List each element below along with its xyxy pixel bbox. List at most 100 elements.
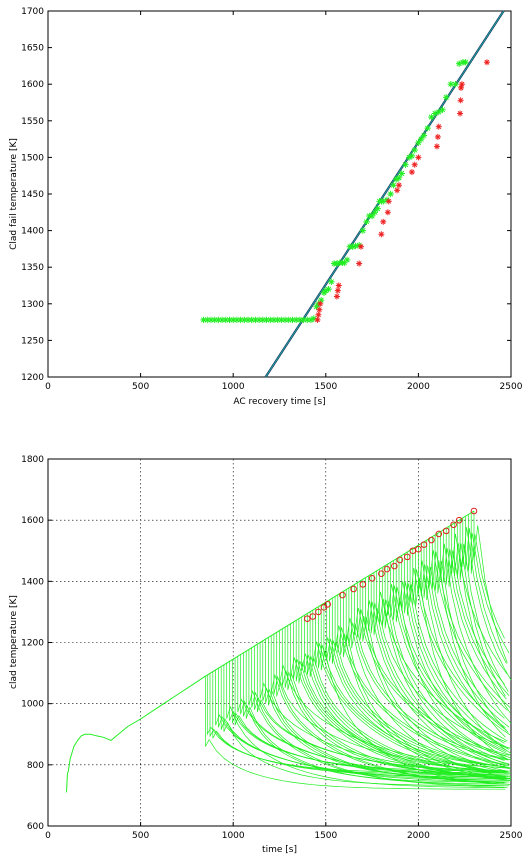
green-data-point [241,316,248,324]
cladding-failure-marker [442,527,450,535]
green-data-point [462,59,469,66]
recovery-trace [379,569,510,765]
y-axis-label: clad temperature [K] [9,595,19,689]
clad-temperature-transient-chart: 0 500 1000 1500 2000 2500 600 800 1000 1200 1400 16… [9,455,523,854]
cladding-failure-marker [435,530,443,538]
cladding-failure-marker [309,613,317,620]
recovery-trace [448,526,505,685]
recovery-trace [381,567,505,761]
red-data-point [357,243,364,250]
recovery-trace [468,514,510,654]
red-data-point [408,169,415,176]
x-tick-label: 2000 [407,382,430,392]
x-tick-label: 2000 [407,831,430,841]
x-tick-label: 1000 [222,831,245,841]
green-data-point [439,106,446,114]
fit-line-highlight [265,10,504,378]
cladding-failure-marker [368,574,376,582]
y-tick-label: 600 [27,822,44,832]
y-tick-label: 1400 [21,577,44,587]
y-tick-label: 1650 [21,44,44,54]
recovery-trace [226,663,505,789]
green-data-point [374,205,381,212]
cladding-failure-marker [339,591,346,599]
green-data-point [259,316,267,324]
red-data-point [380,218,387,225]
recovery-trace [459,519,509,692]
y-tick-label: 1500 [21,153,44,163]
cladding-failure-marker [396,556,404,564]
recovery-trace [401,555,510,750]
recovery-trace [390,562,506,751]
recovery-trace [245,651,510,785]
recovery-trace [340,593,508,780]
green-data-point [411,146,418,154]
green-data-point [359,227,367,234]
recovery-trace [387,564,511,756]
recovery-trace [462,517,512,681]
red-data-point [384,209,391,216]
cladding-failure-marker [324,600,331,608]
green-data-point [435,108,442,116]
red-data-point [458,81,465,88]
red-data-point [457,97,464,104]
x-axis-label: AC recovery time [s] [233,397,325,407]
heatup-trace [66,675,206,793]
recovery-trace [456,521,506,697]
red-data-point [435,123,442,130]
cladding-failure-marker [378,570,385,577]
green-data-point [387,190,394,198]
cladding-failure-marker [470,507,478,515]
y-tick-label: 1350 [21,263,44,273]
recovery-trace [451,524,508,675]
cladding-failure-marker [428,536,435,544]
cladding-failure-marker [455,516,463,524]
y-tick-label: 1450 [21,190,44,200]
recovery-trace [418,545,512,754]
green-data-point [300,316,307,324]
cladding-failure-marker [403,553,411,561]
red-data-point [457,110,464,117]
x-tick-label: 1500 [314,831,337,841]
recovery-trace [362,579,508,772]
recovery-trace [470,512,505,639]
green-data-point [325,285,332,293]
recovery-trace [437,533,509,733]
green-data-point [405,154,413,161]
recovery-trace [281,628,509,776]
red-data-point [415,154,422,161]
y-tick-label: 1700 [21,7,44,17]
recovery-trace [348,587,509,761]
recovery-trace [429,538,508,711]
red-data-point [335,282,342,289]
recovery-trace [454,523,511,713]
y-tick-label: 1000 [21,700,44,710]
recovery-trace [420,543,507,731]
recovery-trace [320,605,511,785]
red-data-point [314,316,321,323]
y-tick-label: 1600 [21,80,44,90]
recovery-trace [343,591,511,780]
green-data-point [278,316,285,324]
recovery-trace [265,639,507,781]
red-data-point [317,300,324,307]
recovery-trace [205,676,506,790]
red-data-point [378,231,385,238]
green-data-point [398,170,405,177]
green-data-point [371,209,379,216]
red-data-point [433,143,440,150]
x-tick-label: 2500 [500,382,523,392]
y-tick-label: 1250 [21,336,44,346]
green-data-point [395,174,403,182]
recovery-trace [351,586,512,761]
x-tick-label: 500 [132,382,149,392]
x-tick-label: 500 [132,831,149,841]
x-tick-label: 1500 [314,382,337,392]
green-data-point [417,135,425,143]
recovery-trace [368,575,506,767]
green-data-point [452,81,459,88]
recovery-trace [240,654,512,779]
green-data-point [343,256,351,264]
green-data-point [442,94,450,101]
red-data-point [316,306,323,313]
